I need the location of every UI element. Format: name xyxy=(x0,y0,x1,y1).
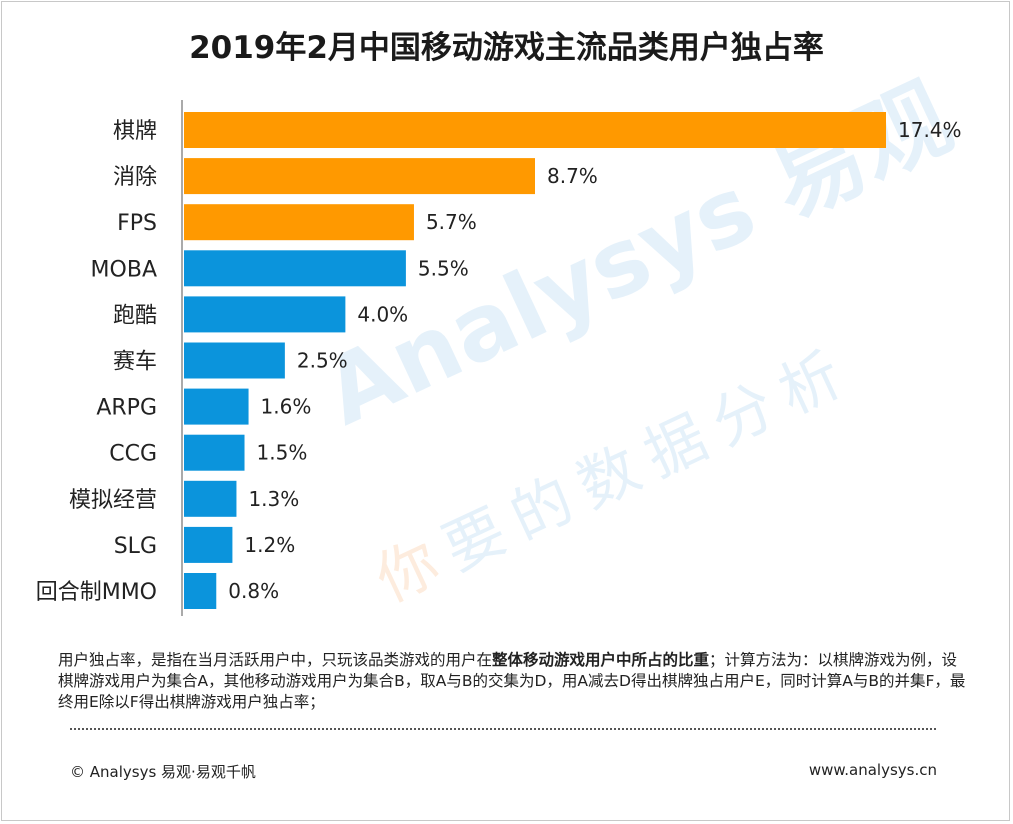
website-text: www.analysys.cn xyxy=(808,761,937,779)
category-label-2: FPS xyxy=(117,211,157,236)
bar-3 xyxy=(184,250,406,287)
value-label-8: 1.3% xyxy=(248,487,299,511)
bar-2 xyxy=(184,204,414,241)
category-label-8: 模拟经营 xyxy=(69,488,157,513)
dotted-divider xyxy=(70,728,936,730)
value-label-9: 1.2% xyxy=(244,533,295,557)
bar-8 xyxy=(184,480,237,517)
bar-10 xyxy=(184,573,217,609)
copyright-text: © Analysys 易观·易观千帆 xyxy=(70,763,256,781)
category-label-1: 消除 xyxy=(113,165,157,190)
value-label-1: 8.7% xyxy=(547,164,598,188)
category-label-6: ARPG xyxy=(96,396,157,421)
bar-7 xyxy=(184,434,245,471)
category-label-0: 棋牌 xyxy=(113,119,157,144)
value-label-7: 1.5% xyxy=(257,441,308,465)
bar-5 xyxy=(184,342,285,379)
footnote-prefix: 用户独占率，是指在当月活跃用户中，只玩该品类游戏的用户在 xyxy=(58,651,493,669)
value-label-5: 2.5% xyxy=(297,349,348,373)
bar-4 xyxy=(184,296,346,333)
category-label-7: CCG xyxy=(109,442,157,467)
value-label-0: 17.4% xyxy=(898,118,962,142)
bar-6 xyxy=(184,388,249,425)
footnote: 用户独占率，是指在当月活跃用户中，只玩该品类游戏的用户在整体移动游戏用户中所占的… xyxy=(58,650,968,713)
category-label-4: 跑酷 xyxy=(113,303,157,328)
category-label-3: MOBA xyxy=(91,257,157,282)
category-label-10: 回合制MMO xyxy=(36,580,157,605)
bar-0 xyxy=(184,112,886,148)
category-label-9: SLG xyxy=(114,534,157,559)
chart-title: 2019年2月中国移动游戏主流品类用户独占率 xyxy=(189,30,824,66)
value-label-3: 5.5% xyxy=(418,256,469,280)
value-label-2: 5.7% xyxy=(426,210,477,234)
value-label-6: 1.6% xyxy=(261,395,312,419)
value-label-10: 0.8% xyxy=(228,579,279,603)
footnote-suffix: ；计算方法为：以棋牌游戏为例，设棋牌游戏用户为集合A，其他移动游戏用户为集合B，… xyxy=(58,651,966,711)
value-label-4: 4.0% xyxy=(357,302,408,326)
bar-9 xyxy=(184,526,233,563)
category-label-5: 赛车 xyxy=(113,350,157,375)
bar-1 xyxy=(184,158,535,195)
footnote-bold: 整体移动游戏用户中所占的比重 xyxy=(492,651,710,669)
bar-chart: 棋牌 17.4% 消除 8.7% FPS 5.7% MOBA 5.5% 跑酷 4.0% 赛车 2.5%… xyxy=(36,100,962,616)
